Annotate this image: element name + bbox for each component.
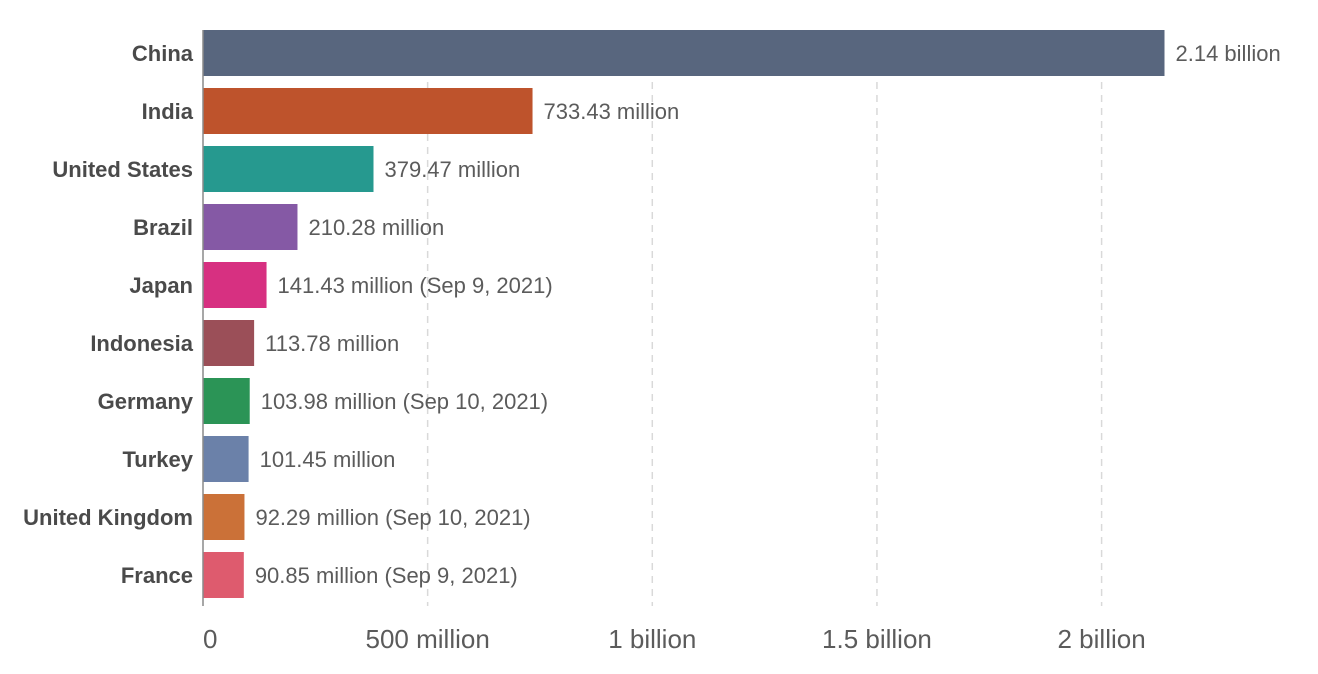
category-label-germany: Germany: [98, 389, 194, 414]
bar-brazil: [203, 204, 298, 250]
value-label-united-kingdom: 92.29 million (Sep 10, 2021): [255, 505, 530, 530]
x-tick-label-0: 0: [203, 624, 217, 654]
category-label-india: India: [142, 99, 194, 124]
bar-indonesia: [203, 320, 255, 366]
bar-turkey: [203, 436, 249, 482]
category-label-turkey: Turkey: [122, 447, 193, 472]
value-label-germany: 103.98 million (Sep 10, 2021): [261, 389, 548, 414]
category-label-indonesia: Indonesia: [90, 331, 193, 356]
x-tick-label-4: 2 billion: [1058, 624, 1146, 654]
x-tick-label-3: 1.5 billion: [822, 624, 932, 654]
value-label-united-states: 379.47 million: [384, 157, 520, 182]
value-label-brazil: 210.28 million: [308, 215, 444, 240]
value-label-france: 90.85 million (Sep 9, 2021): [255, 563, 518, 588]
bars: [203, 30, 1165, 598]
category-label-japan: Japan: [129, 273, 193, 298]
value-label-indonesia: 113.78 million: [265, 331, 399, 356]
value-label-india: 733.43 million: [544, 99, 680, 124]
category-label-united-kingdom: United Kingdom: [23, 505, 193, 530]
bar-india: [203, 88, 533, 134]
bar-germany: [203, 378, 250, 424]
bar-united-kingdom: [203, 494, 245, 540]
bar-united-states: [203, 146, 374, 192]
x-tick-label-1: 500 million: [366, 624, 490, 654]
value-label-turkey: 101.45 million: [260, 447, 396, 472]
category-label-china: China: [132, 41, 194, 66]
bar-japan: [203, 262, 267, 308]
x-tick-label-2: 1 billion: [608, 624, 696, 654]
category-label-united-states: United States: [52, 157, 193, 182]
category-label-france: France: [121, 563, 193, 588]
value-label-japan: 141.43 million (Sep 9, 2021): [278, 273, 553, 298]
category-label-brazil: Brazil: [133, 215, 193, 240]
bar-france: [203, 552, 244, 598]
labels: 0 500 million 1 billion 1.5 billion 2 billio…: [23, 41, 1281, 654]
value-label-china: 2.14 billion: [1176, 41, 1281, 66]
bar-china: [203, 30, 1165, 76]
